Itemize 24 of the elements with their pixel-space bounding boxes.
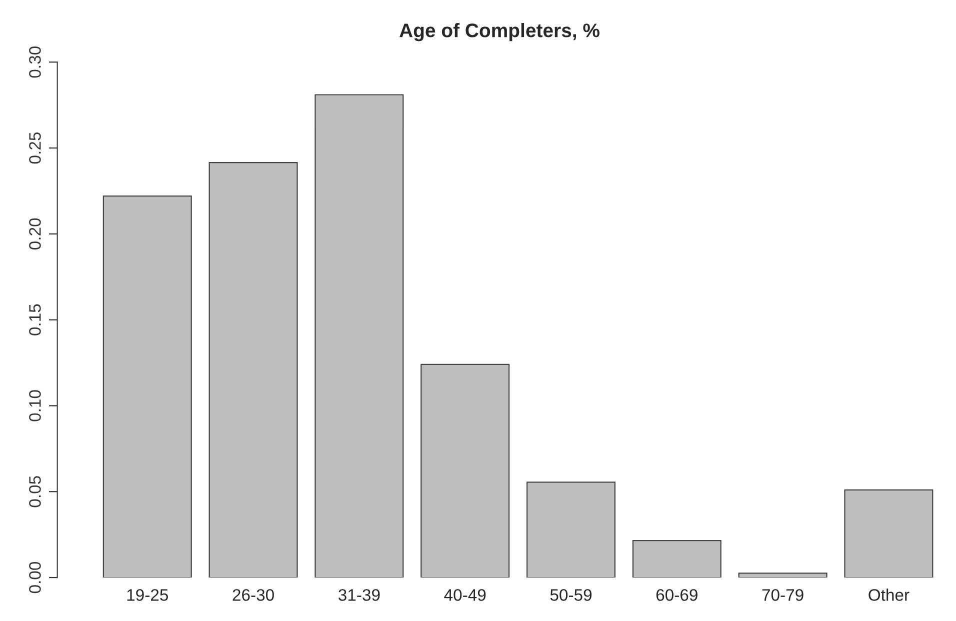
bar <box>208 162 298 578</box>
bar <box>420 364 510 578</box>
x-tick-label: 19-25 <box>127 589 168 601</box>
y-tick-label: 0.30 <box>29 46 41 78</box>
chart-title: Age of Completers, % <box>400 23 600 42</box>
bar <box>314 94 404 578</box>
bar <box>632 540 722 578</box>
y-tick-label: 0.20 <box>29 218 41 250</box>
x-tick-label: 50-59 <box>550 589 592 601</box>
x-tick-label: 26-30 <box>232 589 274 601</box>
y-tick-label: 0.00 <box>29 562 41 594</box>
y-tick-label: 0.25 <box>29 132 41 164</box>
bar <box>102 196 192 578</box>
bar <box>526 482 616 578</box>
x-tick-label: 70-79 <box>762 589 804 601</box>
y-tick-label: 0.05 <box>29 476 41 508</box>
x-tick-label: Other <box>868 588 910 601</box>
y-tick-label: 0.15 <box>29 304 41 336</box>
x-tick-label: 60-69 <box>656 589 698 601</box>
bar <box>738 572 828 578</box>
x-tick-label: 31-39 <box>338 589 380 601</box>
bar <box>844 489 934 578</box>
y-tick-label: 0.10 <box>29 390 41 422</box>
x-tick-label: 40-49 <box>444 589 486 601</box>
